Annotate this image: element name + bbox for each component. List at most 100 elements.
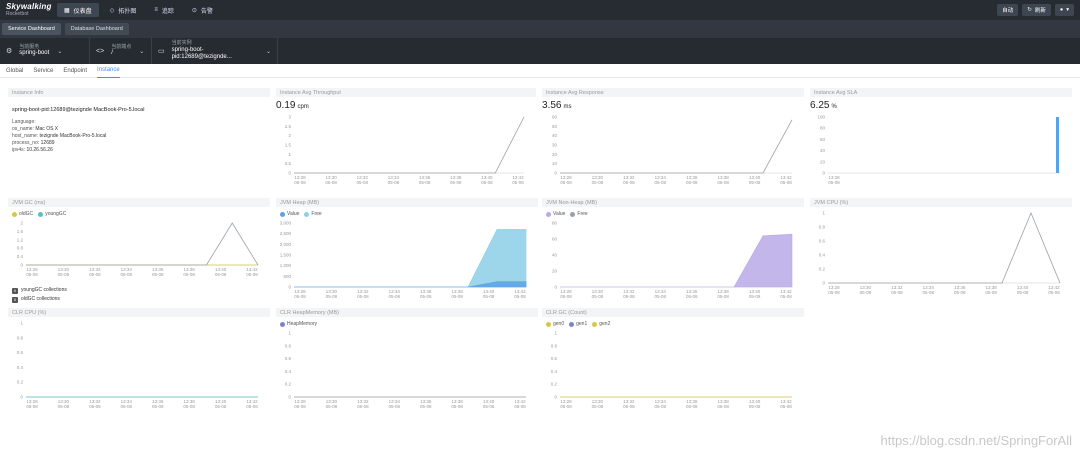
y-tick-label: 20	[552, 269, 558, 274]
instance-info-panel: Instance Info spring-boot-pid:12689@tezi…	[8, 88, 270, 190]
selector-value: spring-boot	[19, 50, 50, 57]
y-tick-label: 0.2	[819, 267, 826, 272]
logo-subtext: Rocketbot	[6, 11, 29, 17]
topology-icon: ◇	[109, 7, 115, 14]
y-tick-label: 1.2	[17, 237, 24, 242]
y-tick-label: 30	[552, 143, 558, 148]
endpoint-selector[interactable]: <> 当前端点 / ⌄	[90, 38, 152, 64]
y-tick-label: 0	[554, 285, 557, 290]
sla-value: 6.25%	[810, 100, 837, 111]
x-tick-label: 05-08	[560, 180, 572, 185]
younggc-collections: 0 youngGC collections	[12, 287, 67, 294]
x-tick-label: 05-08	[717, 294, 729, 299]
selector-value: /	[111, 50, 113, 57]
y-tick-label: 0.8	[819, 225, 826, 230]
chevron-down-icon: ⌄	[57, 48, 63, 55]
x-tick-label: 13:30	[58, 267, 70, 272]
nav-item-trace[interactable]: ≡ 追踪	[154, 7, 174, 15]
panel-header: JVM Heap (MB)	[276, 198, 538, 207]
x-tick-label: 05-08	[450, 180, 462, 185]
tab-global[interactable]: Global	[6, 67, 24, 74]
auto-refresh-button[interactable]: 自动	[997, 4, 1019, 16]
y-tick-label: 0	[288, 395, 291, 400]
nav-item-alarm[interactable]: ⊙ 告警	[191, 7, 213, 15]
legend-item-value[interactable]: Value	[546, 211, 565, 217]
info-row: Language:	[12, 119, 36, 125]
legend-item-younggc[interactable]: youngGC	[38, 211, 66, 217]
legend-item-value[interactable]: Value	[280, 211, 299, 217]
legend-item-gen2[interactable]: gen2	[592, 321, 610, 327]
jvm-nonheap-chart: 80604020013:2805-0813:3005-0813:3205-081…	[552, 221, 793, 299]
legend-item-oldgc[interactable]: oldGC	[12, 211, 33, 217]
x-tick-label: 05-08	[1017, 290, 1029, 295]
x-tick-label: 05-08	[592, 180, 604, 185]
info-row: ipv4s: 10.26.56.26	[12, 147, 53, 153]
refresh-icon: ↻	[1027, 7, 1032, 13]
y-tick-label: 2,000	[280, 242, 292, 247]
x-tick-label: 05-08	[592, 294, 604, 299]
tab-endpoint[interactable]: Endpoint	[63, 67, 88, 74]
x-tick-label: 13:40	[483, 399, 495, 404]
x-tick-label: 13:36	[954, 285, 966, 290]
x-tick-label: 05-08	[152, 272, 164, 277]
y-tick-label: 0	[20, 395, 23, 400]
legend-item-free[interactable]: Free	[304, 211, 322, 217]
nav-item-topology[interactable]: ◇ 拓扑图	[109, 7, 137, 15]
x-tick-label: 05-08	[655, 294, 667, 299]
refresh-button[interactable]: ↻ 刷新	[1022, 4, 1051, 16]
x-tick-label: 13:32	[89, 267, 101, 272]
legend-item-heapmemory[interactable]: HeapMemory	[280, 321, 317, 327]
x-tick-label: 13:32	[623, 289, 635, 294]
instance-selector[interactable]: ▭ 当前实例 spring-boot-pid:12689@tezignde... …	[152, 38, 278, 64]
x-tick-label: 05-08	[420, 294, 432, 299]
x-tick-label: 05-08	[891, 290, 903, 295]
x-tick-label: 13:34	[655, 289, 667, 294]
y-tick-label: 0	[822, 281, 825, 286]
x-tick-label: 13:28	[294, 289, 306, 294]
y-tick-label: 1	[20, 321, 23, 326]
tab-instance[interactable]: Instance	[97, 64, 120, 78]
x-tick-label: 05-08	[686, 180, 698, 185]
y-tick-label: 1,500	[280, 253, 292, 258]
legend-item-gen0[interactable]: gen0	[546, 321, 564, 327]
nav-item-dashboard[interactable]: ▦ 仪表盘	[57, 3, 99, 17]
y-tick-label: 60	[552, 115, 558, 120]
x-tick-label: 05-08	[26, 272, 38, 277]
x-tick-label: 05-08	[419, 180, 431, 185]
y-tick-label: 3,000	[280, 221, 292, 226]
x-tick-label: 05-08	[623, 294, 635, 299]
x-tick-label: 13:40	[749, 289, 761, 294]
y-tick-label: 0.4	[285, 369, 292, 374]
info-row: host_name: tezignde MacBook-Pro-5.local	[12, 133, 107, 139]
chart-bar	[1056, 117, 1059, 173]
service-selector[interactable]: ⚙ 当前服务 spring-boot ⌄	[0, 38, 90, 64]
info-row: process_no: 12689	[12, 140, 55, 146]
chevron-down-icon: ⌄	[265, 48, 271, 55]
oldgc-collections: 0 oldGC collections	[12, 296, 60, 303]
legend-item-gen1[interactable]: gen1	[569, 321, 587, 327]
x-tick-label: 05-08	[26, 404, 38, 409]
legend-item-free[interactable]: Free	[570, 211, 588, 217]
panel-header: Instance Info	[8, 88, 270, 97]
y-tick-label: 2	[288, 133, 291, 138]
x-tick-label: 05-08	[294, 294, 306, 299]
dashboard-icon: ▦	[64, 7, 70, 14]
x-tick-label: 05-08	[451, 294, 463, 299]
y-tick-label: 0.8	[285, 343, 292, 348]
x-tick-label: 05-08	[389, 404, 401, 409]
x-tick-label: 05-08	[389, 294, 401, 299]
skywalking-logo[interactable]: Skywalking Rocketbot	[6, 3, 52, 17]
scope-tabs: Global Service Endpoint Instance	[0, 64, 1080, 78]
logo-text: Skywalking	[6, 2, 52, 11]
y-tick-label: 1	[822, 211, 825, 216]
clr-cpu-chart: 10.80.60.40.2013:2805-0813:3005-0813:320…	[17, 321, 259, 410]
x-tick-label: 05-08	[560, 404, 572, 409]
x-tick-label: 13:42	[514, 399, 526, 404]
x-tick-label: 13:32	[357, 175, 369, 180]
tab-service-dashboard[interactable]: Service Dashboard	[2, 23, 61, 35]
x-tick-label: 13:36	[152, 267, 164, 272]
tab-database-dashboard[interactable]: Database Dashboard	[64, 23, 129, 35]
user-menu-button[interactable]: ● ▾	[1054, 4, 1074, 16]
y-tick-label: 0	[288, 285, 291, 290]
tab-service[interactable]: Service	[33, 67, 54, 74]
